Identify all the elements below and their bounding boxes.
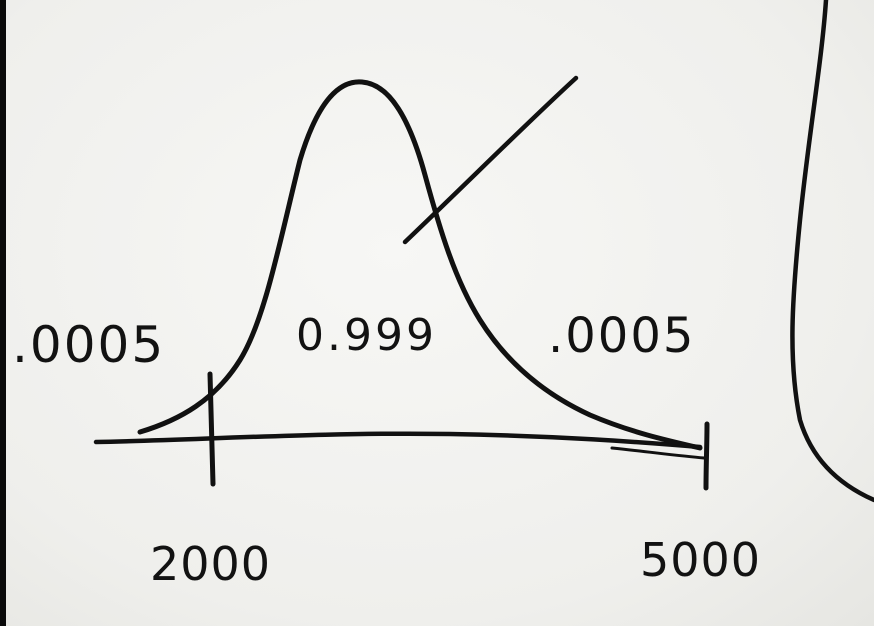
left-bound-label: 2000 — [150, 537, 271, 591]
frame-edge — [0, 0, 6, 626]
left-tail-label: .0005 — [12, 316, 165, 374]
center-probability-label: 0.999 — [296, 310, 437, 361]
pointer-line — [402, 75, 579, 245]
right-bound-tick — [703, 421, 710, 491]
bell-curve — [137, 79, 703, 451]
right-tail-label: .0005 — [548, 308, 695, 364]
axis-overstroke — [610, 446, 706, 460]
horizontal-axis — [93, 431, 703, 450]
left-bound-tick — [207, 371, 216, 487]
right-side-curve — [790, 0, 874, 503]
right-bound-label: 5000 — [640, 533, 761, 587]
